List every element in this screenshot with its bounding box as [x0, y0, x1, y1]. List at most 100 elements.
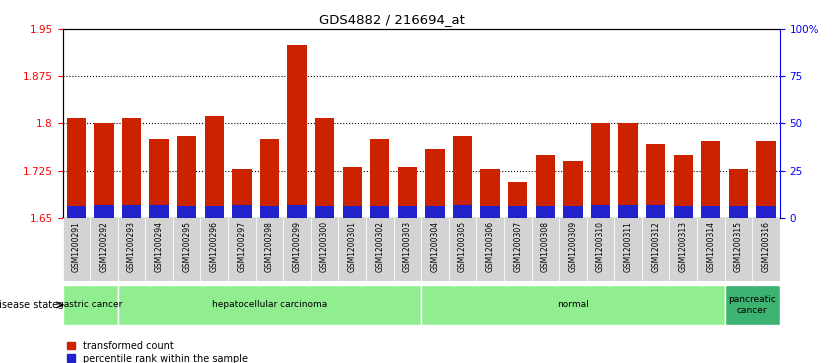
- Text: GSM1200295: GSM1200295: [182, 221, 191, 272]
- Text: GSM1200303: GSM1200303: [403, 221, 412, 272]
- Text: GSM1200309: GSM1200309: [569, 221, 577, 272]
- Bar: [63, 285, 118, 325]
- Bar: [729, 207, 748, 218]
- Bar: [204, 116, 224, 218]
- Bar: [260, 207, 279, 218]
- Bar: [453, 205, 472, 218]
- Bar: [752, 218, 780, 281]
- Text: GSM1200307: GSM1200307: [513, 221, 522, 272]
- Bar: [315, 118, 334, 218]
- Text: disease state: disease state: [0, 300, 58, 310]
- Bar: [670, 218, 697, 281]
- Bar: [421, 285, 725, 325]
- Bar: [177, 207, 196, 218]
- Bar: [563, 161, 582, 218]
- Text: GSM1200296: GSM1200296: [210, 221, 219, 272]
- Bar: [204, 207, 224, 218]
- Text: GSM1200315: GSM1200315: [734, 221, 743, 272]
- Bar: [173, 218, 200, 281]
- Text: GSM1200293: GSM1200293: [127, 221, 136, 272]
- Text: gastric cancer: gastric cancer: [58, 301, 123, 309]
- Bar: [453, 136, 472, 218]
- Bar: [398, 167, 417, 218]
- Text: GSM1200294: GSM1200294: [154, 221, 163, 272]
- Bar: [284, 218, 311, 281]
- Bar: [94, 123, 113, 218]
- Bar: [118, 218, 145, 281]
- Bar: [480, 170, 500, 218]
- Text: GSM1200313: GSM1200313: [679, 221, 688, 272]
- Bar: [90, 218, 118, 281]
- Bar: [366, 218, 394, 281]
- Bar: [343, 207, 362, 218]
- Text: GSM1200301: GSM1200301: [348, 221, 357, 272]
- Bar: [646, 205, 666, 218]
- Bar: [729, 170, 748, 218]
- Bar: [67, 118, 86, 218]
- Bar: [177, 136, 196, 218]
- Bar: [697, 218, 725, 281]
- Text: GSM1200311: GSM1200311: [624, 221, 632, 272]
- Bar: [646, 143, 666, 218]
- Text: GSM1200308: GSM1200308: [540, 221, 550, 272]
- Bar: [701, 141, 721, 218]
- Legend: transformed count, percentile rank within the sample: transformed count, percentile rank withi…: [68, 340, 248, 363]
- Text: GSM1200306: GSM1200306: [485, 221, 495, 272]
- Bar: [94, 205, 113, 218]
- Bar: [725, 285, 780, 325]
- Bar: [756, 141, 776, 218]
- Bar: [149, 139, 168, 218]
- Text: GSM1200312: GSM1200312: [651, 221, 661, 272]
- Text: hepatocellular carcinoma: hepatocellular carcinoma: [212, 301, 327, 309]
- Bar: [145, 218, 173, 281]
- Bar: [260, 139, 279, 218]
- Bar: [563, 207, 582, 218]
- Bar: [288, 205, 307, 218]
- Bar: [421, 218, 449, 281]
- Bar: [256, 218, 284, 281]
- Text: GSM1200316: GSM1200316: [761, 221, 771, 272]
- Text: GSM1200297: GSM1200297: [238, 221, 246, 272]
- Text: GSM1200314: GSM1200314: [706, 221, 716, 272]
- Bar: [535, 155, 555, 218]
- Text: GSM1200298: GSM1200298: [265, 221, 274, 272]
- Bar: [449, 218, 476, 281]
- Bar: [586, 218, 615, 281]
- Bar: [63, 218, 90, 281]
- Text: GSM1200292: GSM1200292: [99, 221, 108, 272]
- Bar: [67, 207, 86, 218]
- Bar: [232, 205, 252, 218]
- Bar: [398, 207, 417, 218]
- Bar: [531, 218, 559, 281]
- Bar: [590, 123, 610, 218]
- Bar: [559, 218, 586, 281]
- Bar: [339, 218, 366, 281]
- Bar: [480, 207, 500, 218]
- Text: GSM1200300: GSM1200300: [320, 221, 329, 272]
- Bar: [674, 207, 693, 218]
- Bar: [311, 218, 339, 281]
- Bar: [228, 218, 256, 281]
- Text: GSM1200302: GSM1200302: [375, 221, 384, 272]
- Bar: [725, 218, 752, 281]
- Bar: [590, 205, 610, 218]
- Bar: [288, 45, 307, 218]
- Bar: [370, 139, 389, 218]
- Bar: [619, 205, 638, 218]
- Bar: [425, 207, 445, 218]
- Bar: [476, 218, 504, 281]
- Text: GSM1200305: GSM1200305: [458, 221, 467, 272]
- Bar: [200, 218, 228, 281]
- Bar: [615, 218, 642, 281]
- Text: pancreatic
cancer: pancreatic cancer: [728, 295, 776, 315]
- Bar: [149, 205, 168, 218]
- Text: GSM1200310: GSM1200310: [596, 221, 605, 272]
- Text: GSM1200304: GSM1200304: [430, 221, 440, 272]
- Bar: [118, 285, 421, 325]
- Text: GSM1200291: GSM1200291: [72, 221, 81, 272]
- Bar: [756, 207, 776, 218]
- Bar: [343, 167, 362, 218]
- Bar: [232, 170, 252, 218]
- Bar: [674, 155, 693, 218]
- Bar: [642, 218, 670, 281]
